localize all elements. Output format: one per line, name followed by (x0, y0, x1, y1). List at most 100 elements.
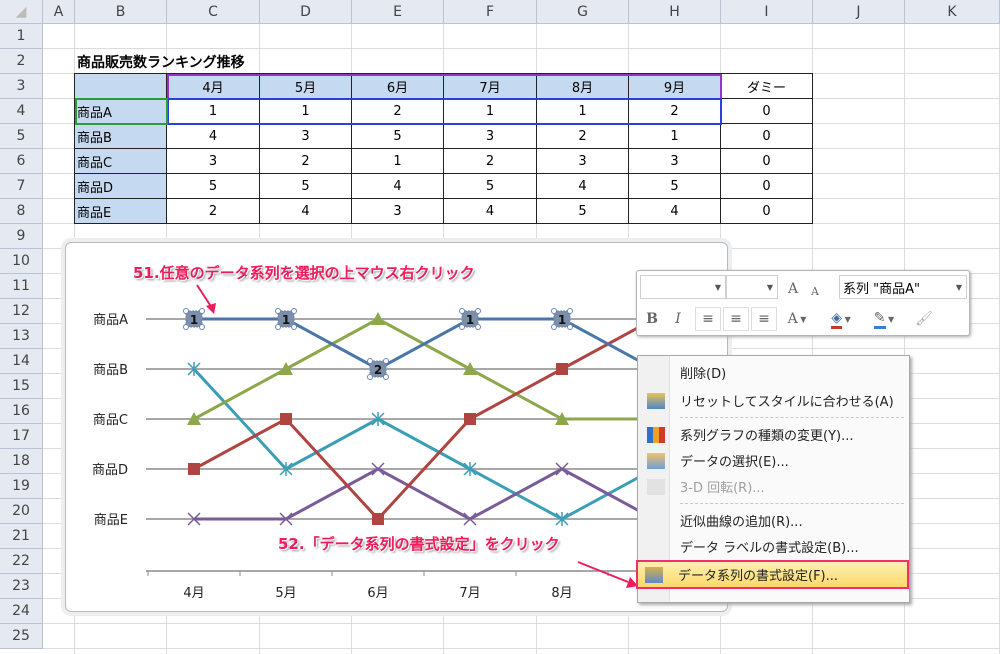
row-header-3[interactable]: 3 (0, 74, 43, 99)
row-header-22[interactable]: 22 (0, 549, 43, 574)
select-all-button[interactable]: ◢ (0, 0, 43, 24)
menu-item-1[interactable]: リセットしてスタイルに合わせる(A) (640, 388, 907, 413)
table-cell[interactable]: 3 (351, 198, 444, 224)
table-cell[interactable]: 0 (720, 98, 813, 124)
table-cell[interactable]: 1 (628, 123, 721, 149)
row-header-14[interactable]: 14 (0, 349, 43, 374)
table-cell[interactable]: 4 (351, 173, 444, 199)
table-cell[interactable]: 2 (443, 148, 537, 174)
table-cell[interactable]: 商品E (74, 198, 167, 224)
table-cell[interactable]: 5 (443, 173, 537, 199)
table-cell[interactable]: 2 (259, 148, 352, 174)
table-header-cell[interactable]: 9月 (628, 73, 721, 99)
column-header-K[interactable]: K (905, 0, 1000, 24)
row-header-9[interactable]: 9 (0, 224, 43, 249)
row-header-4[interactable]: 4 (0, 99, 43, 124)
table-cell[interactable]: 5 (628, 173, 721, 199)
align-right-button[interactable]: ≡ (751, 307, 777, 331)
column-header-G[interactable]: G (537, 0, 629, 24)
row-header-19[interactable]: 19 (0, 474, 43, 499)
column-header-C[interactable]: C (167, 0, 260, 24)
fill-color-button[interactable]: ◈ ▼ (825, 307, 857, 331)
table-cell[interactable]: 3 (259, 123, 352, 149)
table-cell[interactable]: 5 (166, 173, 260, 199)
table-cell[interactable]: 0 (720, 173, 813, 199)
column-header-I[interactable]: I (721, 0, 813, 24)
format-painter-icon[interactable]: 🖌 (915, 311, 933, 327)
row-header-6[interactable]: 6 (0, 149, 43, 174)
column-header-A[interactable]: A (43, 0, 75, 24)
font-name-dropdown[interactable]: ▼ (640, 275, 726, 299)
row-header-25[interactable]: 25 (0, 624, 43, 649)
table-cell[interactable]: 商品C (74, 148, 167, 174)
table-cell[interactable]: 商品D (74, 173, 167, 199)
row-header-8[interactable]: 8 (0, 199, 43, 224)
row-header-7[interactable]: 7 (0, 174, 43, 199)
row-header-11[interactable]: 11 (0, 274, 43, 299)
menu-item-5[interactable]: 近似曲線の追加(R)... (640, 508, 907, 533)
column-header-D[interactable]: D (260, 0, 352, 24)
table-cell[interactable]: 5 (536, 198, 629, 224)
table-cell[interactable]: 0 (720, 148, 813, 174)
table-cell[interactable]: 4 (166, 123, 260, 149)
chart-plot[interactable]: 商品A商品B商品C商品D商品E4月5月6月7月8月9月112112 (66, 243, 729, 613)
row-header-15[interactable]: 15 (0, 374, 43, 399)
table-cell[interactable]: 3 (628, 148, 721, 174)
table-cell[interactable]: 3 (536, 148, 629, 174)
table-cell[interactable]: 4 (259, 198, 352, 224)
row-header-16[interactable]: 16 (0, 399, 43, 424)
table-header-cell[interactable]: 4月 (166, 73, 260, 99)
row-header-5[interactable]: 5 (0, 124, 43, 149)
column-header-B[interactable]: B (75, 0, 167, 24)
menu-item-4[interactable]: 3-D 回転(R)... (640, 474, 907, 499)
table-cell[interactable]: 0 (720, 123, 813, 149)
row-header-1[interactable]: 1 (0, 24, 43, 49)
row-header-18[interactable]: 18 (0, 449, 43, 474)
table-cell[interactable]: 5 (259, 173, 352, 199)
menu-item-3[interactable]: データの選択(E)... (640, 448, 907, 473)
row-header-13[interactable]: 13 (0, 324, 43, 349)
row-header-20[interactable]: 20 (0, 499, 43, 524)
series-select-dropdown[interactable]: 系列 "商品A" ▼ (839, 275, 967, 299)
table-header-cell[interactable]: 6月 (351, 73, 444, 99)
row-header-10[interactable]: 10 (0, 249, 43, 274)
font-size-dropdown[interactable]: ▼ (726, 275, 778, 299)
table-header-cell[interactable]: ダミー (720, 73, 813, 99)
menu-item-2[interactable]: 系列グラフの種類の変更(Y)... (640, 422, 907, 447)
row-header-24[interactable]: 24 (0, 599, 43, 624)
menu-item-7[interactable]: データ系列の書式設定(F)... (636, 560, 909, 589)
table-cell[interactable]: 4 (443, 198, 537, 224)
row-header-21[interactable]: 21 (0, 524, 43, 549)
column-header-F[interactable]: F (444, 0, 537, 24)
table-cell[interactable]: 4 (628, 198, 721, 224)
table-header-cell[interactable] (74, 73, 167, 99)
shrink-font-button[interactable]: A (811, 284, 819, 298)
table-cell[interactable]: 3 (443, 123, 537, 149)
row-header-2[interactable]: 2 (0, 49, 43, 74)
menu-item-0[interactable]: 削除(D) (640, 360, 907, 385)
table-cell[interactable]: 1 (351, 148, 444, 174)
table-cell[interactable]: 2 (166, 198, 260, 224)
align-center-button[interactable]: ≡ (723, 307, 749, 331)
line-chart[interactable]: 商品A商品B商品C商品D商品E4月5月6月7月8月9月112112 (65, 242, 729, 613)
table-cell[interactable]: 5 (351, 123, 444, 149)
align-left-button[interactable]: ≡ (695, 307, 721, 331)
column-header-H[interactable]: H (629, 0, 721, 24)
table-cell[interactable]: 0 (720, 198, 813, 224)
row-header-23[interactable]: 23 (0, 574, 43, 599)
menu-item-6[interactable]: データ ラベルの書式設定(B)... (640, 534, 907, 559)
bold-button[interactable]: B (646, 311, 658, 327)
outline-color-button[interactable]: ✎ ▼ (867, 307, 901, 331)
table-cell[interactable]: 2 (536, 123, 629, 149)
italic-button[interactable]: I (675, 311, 681, 327)
row-header-17[interactable]: 17 (0, 424, 43, 449)
font-color-button[interactable]: A ▼ (787, 311, 807, 327)
table-cell[interactable]: 3 (166, 148, 260, 174)
column-header-E[interactable]: E (352, 0, 444, 24)
table-header-cell[interactable]: 7月 (443, 73, 537, 99)
table-cell[interactable]: 商品B (74, 123, 167, 149)
column-header-J[interactable]: J (813, 0, 905, 24)
table-cell[interactable]: 4 (536, 173, 629, 199)
grow-font-button[interactable]: A (787, 281, 799, 297)
row-header-12[interactable]: 12 (0, 299, 43, 324)
